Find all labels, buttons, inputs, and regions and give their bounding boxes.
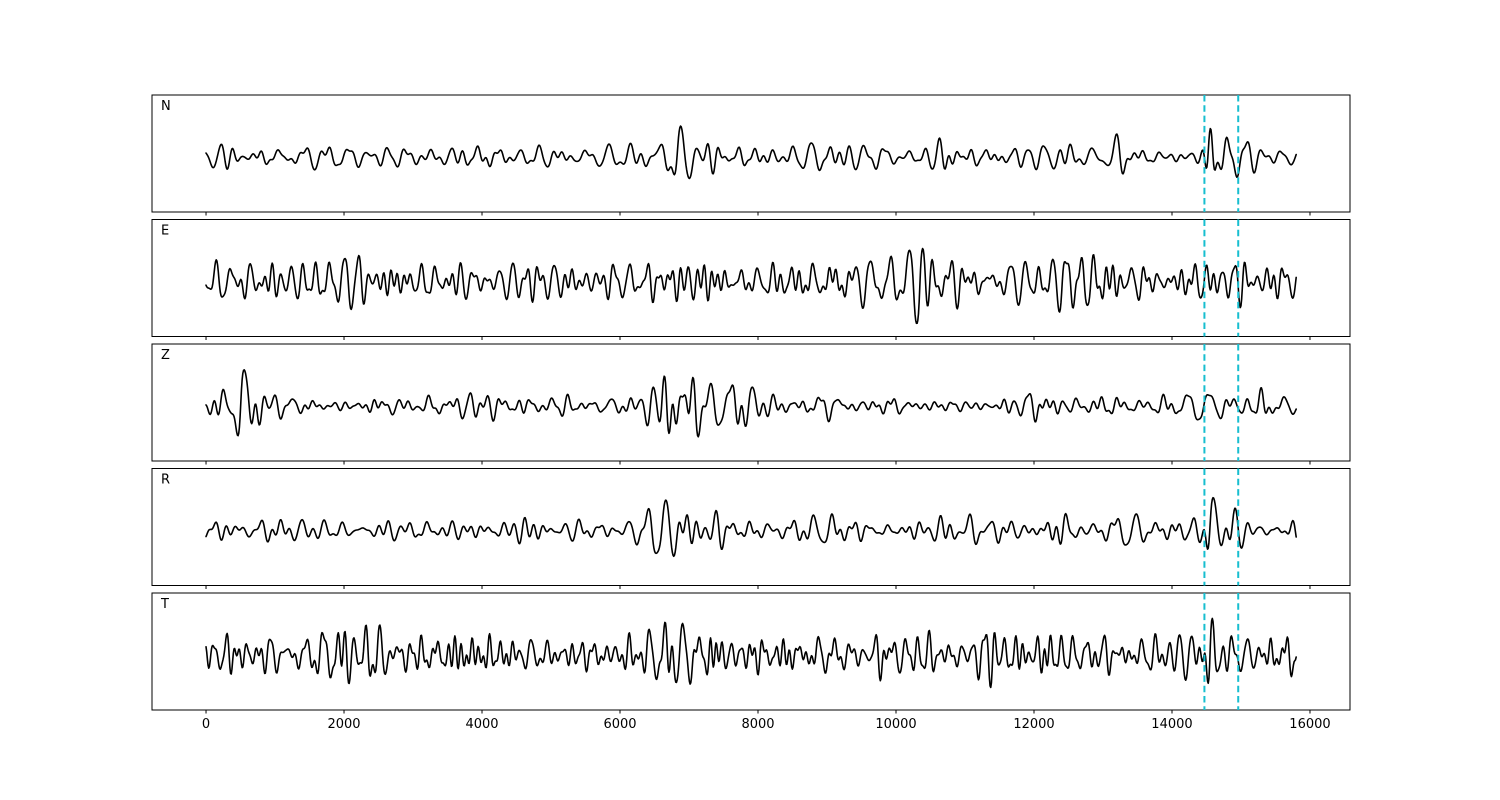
x-tick-label: 10000: [875, 717, 916, 732]
trace-Z: [205, 369, 1297, 438]
panel-Z: Z: [151, 343, 1351, 465]
trace-R: [205, 496, 1297, 558]
x-tick-label: 12000: [1013, 717, 1054, 732]
x-tick-label: 14000: [1151, 717, 1192, 732]
x-tick-label: 16000: [1289, 717, 1330, 732]
panel-label-R: R: [161, 473, 170, 488]
axes-border: [151, 219, 1351, 337]
panel-label-T: T: [160, 597, 169, 612]
axes-border: [151, 592, 1351, 711]
axes-border: [151, 343, 1351, 462]
panel-label-Z: Z: [161, 348, 170, 363]
x-tick-label: 6000: [603, 717, 636, 732]
panel-N: N: [151, 94, 1351, 216]
x-tick-label: 8000: [741, 717, 774, 732]
trace-E: [205, 247, 1297, 325]
x-tick-label: 0: [202, 717, 210, 732]
trace-T: [205, 617, 1297, 689]
x-tick-label: 2000: [327, 717, 360, 732]
panel-E: E: [151, 219, 1351, 340]
panel-R: R: [151, 468, 1351, 589]
axes-border: [151, 94, 1351, 213]
trace-N: [205, 125, 1297, 180]
panel-label-E: E: [161, 224, 169, 239]
panel-T: T: [151, 592, 1351, 714]
x-tick-label: 4000: [465, 717, 498, 732]
axes-border: [151, 468, 1351, 586]
panel-label-N: N: [161, 99, 171, 114]
